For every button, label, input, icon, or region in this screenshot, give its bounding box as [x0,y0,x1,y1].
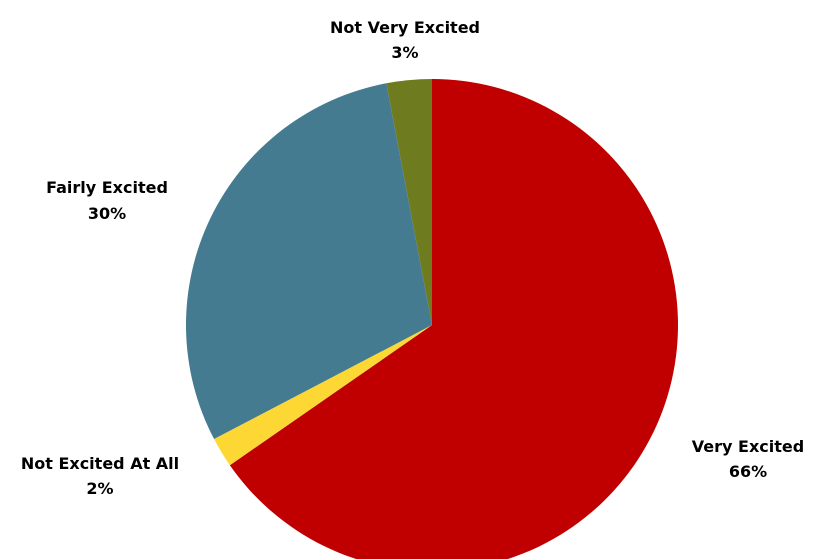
pie-slice-very-excited [229,79,678,559]
slice-label-fairly-excited-name: Fairly Excited [46,178,168,197]
pie-slices [185,79,678,559]
pie-labels: Very Excited 66% Not Excited At All 2% F… [21,18,804,498]
slice-label-not-excited-at-all-name: Not Excited At All [21,454,179,473]
slice-label-not-excited-at-all-value: 2% [86,479,113,498]
slice-label-fairly-excited-value: 30% [88,204,126,223]
pie-slice-not-very-excited [386,79,432,325]
pie-slice-not-excited-at-all [214,325,432,466]
slice-label-very-excited-value: 66% [729,462,767,481]
slice-label-very-excited-name: Very Excited [692,437,804,456]
pie-slice-fairly-excited [185,83,432,440]
slice-label-not-very-excited-value: 3% [391,43,418,62]
slice-label-not-very-excited-name: Not Very Excited [330,18,480,37]
